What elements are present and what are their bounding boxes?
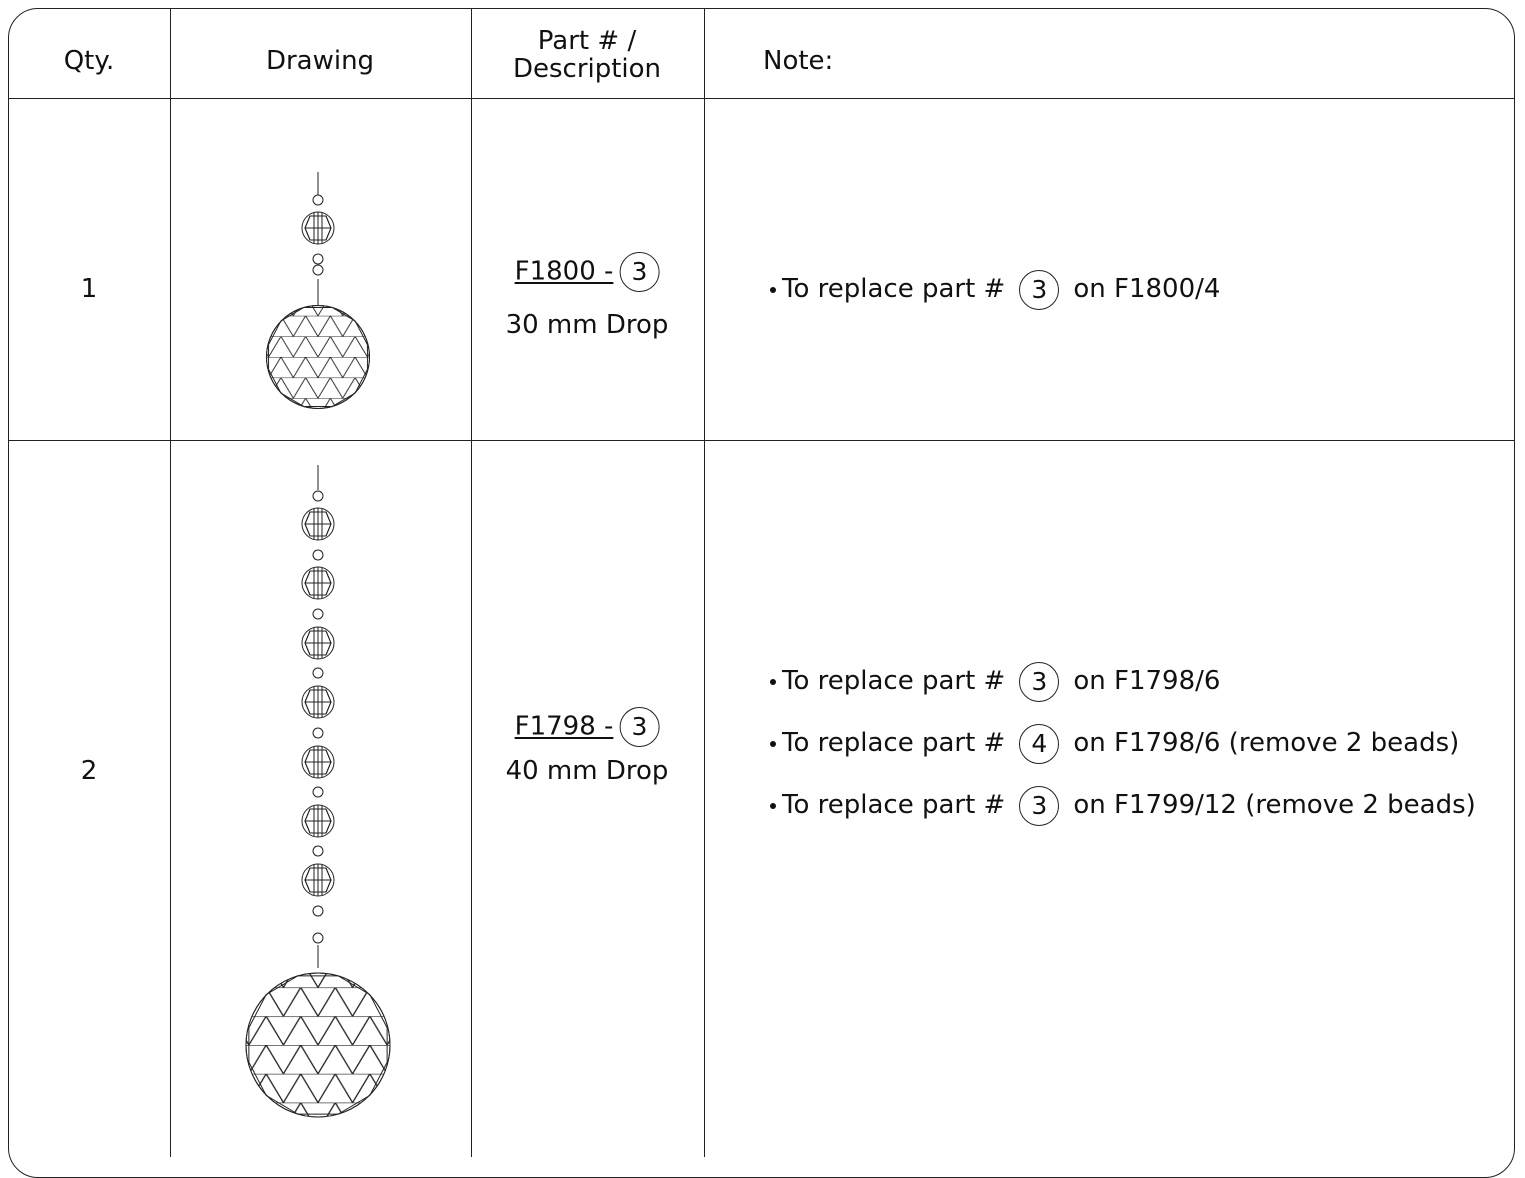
crystal-strand-drawing: [245, 465, 391, 1118]
bullet: [770, 802, 776, 809]
row-divider: [8, 440, 1515, 441]
ring: [312, 727, 324, 739]
note-line: To replace part # 3 on F1798/6: [770, 660, 1220, 702]
callout: 3: [1019, 269, 1060, 310]
note-suffix: on F1798/6: [1073, 666, 1221, 696]
callout: 4: [1019, 723, 1060, 764]
ball: [265, 304, 371, 410]
ring: [312, 905, 324, 917]
header-part: Part # /: [537, 26, 637, 56]
description: 30 mm Drop: [505, 310, 669, 340]
callout: 3: [619, 707, 660, 747]
note-text: To replace part #: [782, 666, 1006, 696]
ring: [312, 667, 324, 679]
ring: [312, 264, 324, 276]
note-suffix: on F1799/12 (remove 2 beads): [1073, 790, 1476, 820]
bead: [301, 211, 335, 245]
ball: [245, 972, 391, 1118]
note-line: To replace part # 3 on F1800/4: [770, 268, 1220, 310]
column-divider: [471, 8, 472, 1157]
callout: 3: [1019, 661, 1060, 702]
description: 40 mm Drop: [505, 756, 669, 786]
note-text: To replace part #: [782, 790, 1006, 820]
qty: 2: [80, 756, 98, 786]
part-code: F1798 -: [514, 711, 614, 742]
ring: [312, 845, 324, 857]
ring: [312, 253, 324, 265]
callout: 3: [619, 252, 660, 292]
part-number: F1798 -3: [515, 707, 666, 747]
ring: [312, 490, 324, 502]
part-number: F1800 -3: [515, 252, 666, 292]
row-divider: [8, 98, 1515, 99]
bullet: [770, 740, 776, 747]
bead: [301, 507, 335, 541]
bead: [301, 685, 335, 719]
part-code: F1800 -: [514, 256, 614, 287]
callout: 3: [1019, 785, 1060, 826]
column-divider: [704, 8, 705, 1157]
ring: [312, 932, 324, 944]
note-text: To replace part #: [782, 728, 1006, 758]
note-line: To replace part # 4 on F1798/6 (remove 2 b…: [770, 722, 1459, 764]
crystal-drop-drawing: [265, 172, 371, 410]
header-part: Description: [512, 54, 662, 84]
ring: [312, 786, 324, 798]
bead: [301, 745, 335, 779]
bullet: [770, 286, 776, 293]
header-qty: Qty.: [63, 46, 115, 76]
note-suffix: on F1800/4: [1073, 274, 1221, 304]
ring: [312, 194, 324, 206]
note-text: To replace part #: [782, 274, 1006, 304]
bullet: [770, 678, 776, 685]
bead: [301, 566, 335, 600]
header-note: Note:: [763, 46, 834, 76]
ring: [312, 549, 324, 561]
header-drawing: Drawing: [265, 46, 375, 76]
column-divider: [170, 8, 171, 1157]
qty: 1: [80, 274, 98, 304]
bead: [301, 626, 335, 660]
bead: [301, 863, 335, 897]
bead: [301, 804, 335, 838]
ring: [312, 608, 324, 620]
note-line: To replace part # 3 on F1799/12 (remove 2 …: [770, 784, 1476, 826]
note-suffix: on F1798/6 (remove 2 beads): [1073, 728, 1460, 758]
